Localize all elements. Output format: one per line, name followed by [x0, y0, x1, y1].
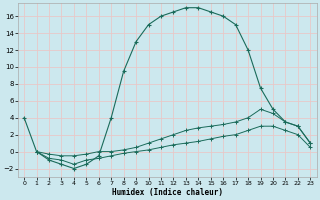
X-axis label: Humidex (Indice chaleur): Humidex (Indice chaleur)	[112, 188, 223, 197]
